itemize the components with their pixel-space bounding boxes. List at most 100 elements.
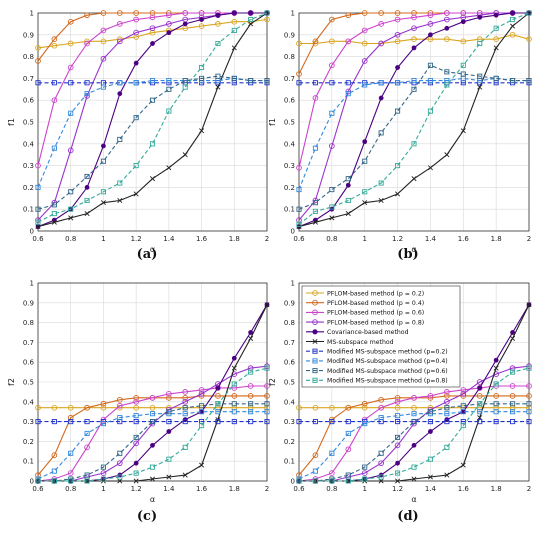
data-point xyxy=(510,335,516,341)
data-point xyxy=(361,10,368,16)
data-point xyxy=(84,211,90,217)
data-point xyxy=(345,80,351,86)
data-point xyxy=(526,383,532,389)
data-point xyxy=(248,330,254,335)
series-line xyxy=(37,12,268,223)
x-tick-label: 1.8 xyxy=(491,485,502,493)
data-point xyxy=(199,17,204,22)
data-point xyxy=(248,78,254,84)
data-point xyxy=(35,219,41,225)
y-axis-label: f2 xyxy=(268,378,277,386)
data-point xyxy=(395,108,401,114)
data-point xyxy=(362,476,368,482)
x-tick-label: 1.2 xyxy=(131,485,142,493)
x-tick-label: 1.8 xyxy=(491,235,502,243)
data-point xyxy=(411,25,417,32)
data-point xyxy=(395,419,401,425)
y-tick-label: 0.2 xyxy=(23,184,34,192)
data-point xyxy=(427,474,433,480)
x-tick-label: 1.4 xyxy=(425,485,437,493)
data-point xyxy=(312,208,318,214)
data-point xyxy=(182,10,189,16)
data-point xyxy=(493,365,499,371)
data-point xyxy=(477,419,483,425)
data-point xyxy=(101,143,106,149)
chart-panel-3: 0 0.1 0.2 0.3 0.4 0.5 0.6 0.7 0.8 0.9 1 0.6 0.8 1 1.2 1… xyxy=(7,280,270,524)
data-point xyxy=(84,478,90,484)
data-point xyxy=(166,78,172,84)
data-point xyxy=(51,478,57,484)
data-point xyxy=(215,40,221,47)
data-point xyxy=(215,21,221,27)
data-point xyxy=(149,14,156,21)
data-point xyxy=(296,221,302,228)
data-point xyxy=(427,393,434,399)
data-point xyxy=(133,10,139,16)
x-tick-label: 1.4 xyxy=(163,235,175,243)
legend-marker xyxy=(312,309,318,316)
data-point xyxy=(264,419,270,425)
data-point xyxy=(312,478,318,484)
data-point xyxy=(411,419,417,425)
data-point xyxy=(35,478,41,484)
data-point xyxy=(526,36,532,43)
y-tick-label: 0.9 xyxy=(284,31,295,39)
data-point xyxy=(133,413,139,419)
y-tick-label: 0.8 xyxy=(23,53,34,61)
data-point xyxy=(133,394,139,401)
data-point xyxy=(133,29,139,36)
data-point xyxy=(361,58,368,64)
y-tick-label: 0.3 xyxy=(23,162,34,170)
data-point xyxy=(362,82,368,88)
data-point xyxy=(460,19,466,25)
data-point xyxy=(378,450,384,456)
data-point xyxy=(378,197,384,203)
series-line xyxy=(299,34,530,45)
data-point xyxy=(149,404,156,411)
data-point xyxy=(444,82,450,88)
data-point xyxy=(68,478,74,484)
data-point xyxy=(198,391,205,397)
data-point xyxy=(51,468,57,474)
data-point xyxy=(182,21,188,27)
data-point xyxy=(215,73,221,79)
data-point xyxy=(361,27,368,34)
series-group xyxy=(35,73,270,212)
data-point xyxy=(215,385,221,391)
data-point xyxy=(427,419,433,425)
data-point xyxy=(133,115,139,121)
data-point xyxy=(526,401,532,407)
data-point xyxy=(35,162,41,169)
data-point xyxy=(150,41,155,46)
data-point xyxy=(361,400,368,407)
axes-frame xyxy=(298,282,530,482)
data-point xyxy=(362,200,368,206)
series-line xyxy=(37,18,268,49)
data-point xyxy=(117,197,123,203)
data-point xyxy=(100,55,107,62)
x-tick-label: 1.6 xyxy=(458,235,470,243)
legend-marker xyxy=(312,299,318,306)
series-group xyxy=(35,404,270,411)
y-tick-label: 0 xyxy=(291,478,295,486)
y-axis-label: f1 xyxy=(268,118,277,126)
data-point xyxy=(345,91,351,97)
data-point xyxy=(248,16,254,23)
data-point xyxy=(231,365,237,371)
data-point xyxy=(526,393,532,399)
data-point xyxy=(526,409,532,415)
data-point xyxy=(166,12,172,19)
data-point xyxy=(100,158,106,164)
data-point xyxy=(182,411,188,417)
data-point xyxy=(182,152,188,158)
legend-entry-label: MS-subspace method xyxy=(327,339,394,346)
x-tick-label: 1.6 xyxy=(196,235,208,243)
data-point xyxy=(68,206,74,212)
data-point xyxy=(362,189,368,195)
data-point xyxy=(296,206,302,212)
data-point xyxy=(166,419,172,425)
data-point xyxy=(477,84,483,90)
data-point xyxy=(477,73,483,79)
data-point xyxy=(215,419,221,425)
data-point xyxy=(68,189,74,195)
